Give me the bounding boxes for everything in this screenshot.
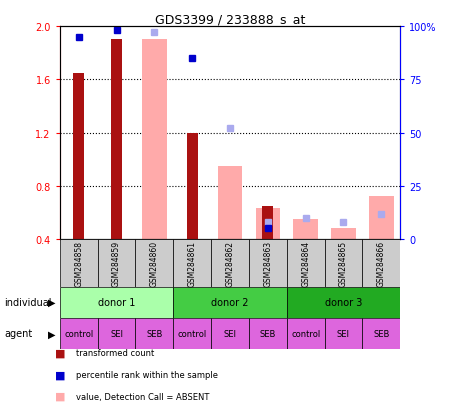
Bar (142, 40, 166, 240)
Text: donor 2: donor 2 (211, 297, 248, 308)
Text: percentile rank within the sample: percentile rank within the sample (76, 370, 218, 379)
Bar (255, 209, 280, 240)
Text: GSM284864: GSM284864 (301, 240, 309, 286)
Bar (324, 240, 362, 287)
Bar (262, 206, 273, 240)
Bar (286, 287, 399, 318)
Bar (173, 287, 286, 318)
Text: GSM284860: GSM284860 (150, 240, 158, 286)
Text: GSM284863: GSM284863 (263, 240, 272, 286)
Bar (135, 318, 173, 349)
Bar (97, 240, 135, 287)
Bar (286, 318, 324, 349)
Bar (60, 287, 173, 318)
Bar (186, 133, 197, 240)
Bar (173, 318, 211, 349)
Text: agent: agent (5, 328, 33, 339)
Bar (173, 240, 211, 287)
Text: transformed count: transformed count (76, 349, 154, 358)
Text: GSM284861: GSM284861 (187, 240, 196, 286)
Text: value, Detection Call = ABSENT: value, Detection Call = ABSENT (76, 392, 209, 401)
Text: SEI: SEI (223, 329, 236, 338)
Bar (60, 240, 97, 287)
Text: individual: individual (5, 297, 52, 308)
Text: SEI: SEI (110, 329, 123, 338)
Bar (362, 240, 399, 287)
Bar (111, 40, 122, 240)
Bar (248, 240, 286, 287)
Text: GSM284859: GSM284859 (112, 240, 121, 286)
Bar (248, 318, 286, 349)
Text: control: control (64, 329, 93, 338)
Text: GSM284865: GSM284865 (338, 240, 347, 286)
Text: SEB: SEB (372, 329, 389, 338)
Text: ■: ■ (55, 348, 66, 358)
Text: SEB: SEB (146, 329, 162, 338)
Text: control: control (177, 329, 207, 338)
Bar (330, 229, 355, 240)
Text: control: control (291, 329, 319, 338)
Title: GDS3399 / 233888_s_at: GDS3399 / 233888_s_at (155, 13, 304, 26)
Bar (135, 240, 173, 287)
Bar (217, 166, 242, 240)
Text: GSM284862: GSM284862 (225, 240, 234, 286)
Text: ■: ■ (55, 370, 66, 380)
Bar (324, 318, 362, 349)
Text: GSM284866: GSM284866 (376, 240, 385, 286)
Bar (211, 240, 248, 287)
Bar (293, 220, 317, 240)
Text: ■: ■ (55, 391, 66, 401)
Text: donor 1: donor 1 (98, 297, 135, 308)
Bar (97, 318, 135, 349)
Text: SEB: SEB (259, 329, 275, 338)
Bar (73, 74, 84, 240)
Bar (211, 318, 248, 349)
Text: ▶: ▶ (48, 297, 55, 308)
Text: GSM284858: GSM284858 (74, 240, 83, 286)
Text: ▶: ▶ (48, 328, 55, 339)
Bar (362, 318, 399, 349)
Text: donor 3: donor 3 (324, 297, 361, 308)
Bar (368, 197, 393, 240)
Text: SEI: SEI (336, 329, 349, 338)
Bar (60, 318, 97, 349)
Bar (286, 240, 324, 287)
